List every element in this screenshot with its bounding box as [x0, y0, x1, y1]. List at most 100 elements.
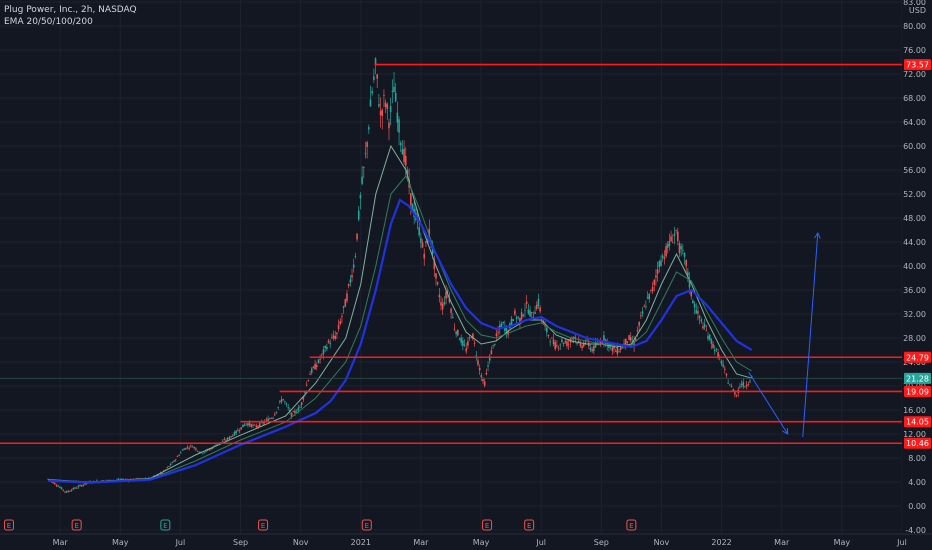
- candle-body: [233, 432, 236, 436]
- y-tick-label: -4.00: [905, 526, 926, 535]
- candle-body: [524, 309, 526, 311]
- candle-body: [485, 372, 488, 375]
- price-axis-background: [902, 0, 932, 550]
- candle-body: [186, 447, 189, 448]
- candle-body: [292, 411, 295, 413]
- candle-body: [438, 294, 441, 298]
- candle-body: [640, 315, 642, 317]
- candle-body: [404, 155, 407, 166]
- x-tick-label: Mar: [53, 538, 69, 547]
- x-tick-label: May: [834, 538, 851, 547]
- earnings-marker: [71, 519, 82, 531]
- time-axis[interactable]: Mar May Jul Sep Nov 2021 Mar May Jul Sep Nov 2022 Ma…: [0, 533, 932, 547]
- candle-body: [619, 347, 622, 350]
- candle-body: [425, 241, 427, 243]
- candle-body: [221, 440, 224, 442]
- arrow-head-down: [782, 427, 789, 435]
- candle-body: [635, 339, 637, 341]
- candle-body: [685, 260, 687, 267]
- candle-body: [77, 486, 80, 488]
- candle-body: [559, 344, 562, 346]
- candle-body: [646, 297, 649, 299]
- candle-body: [440, 302, 442, 306]
- candle-body: [423, 253, 426, 259]
- y-tick-label: 8.00: [908, 454, 926, 463]
- x-tick-label: Nov: [293, 538, 309, 547]
- candle-body: [304, 392, 306, 394]
- candle-body: [121, 479, 123, 481]
- candle-body: [710, 339, 713, 344]
- candle-body: [196, 450, 199, 452]
- candle-body: [85, 483, 88, 485]
- candle-body: [460, 337, 462, 343]
- candle-body: [700, 319, 703, 322]
- earnings-marker: [626, 519, 637, 531]
- candle-body: [310, 368, 313, 373]
- candle-body: [178, 454, 180, 456]
- candle-body: [603, 335, 605, 342]
- candle-body: [255, 425, 258, 428]
- candle-body: [366, 142, 368, 148]
- candle-body: [69, 491, 71, 492]
- candle-body: [273, 414, 276, 416]
- candle-body: [594, 343, 597, 348]
- candle-body: [349, 279, 352, 283]
- candle-body: [599, 341, 602, 345]
- candle-body: [517, 316, 520, 318]
- earnings-marker: [361, 519, 372, 531]
- candle-body: [497, 331, 499, 333]
- candle-body: [655, 275, 657, 278]
- candle-body: [556, 345, 558, 347]
- candle-body: [720, 360, 723, 364]
- candle-body: [352, 264, 355, 268]
- candle-body: [431, 247, 434, 254]
- candle-body: [729, 384, 731, 386]
- candle-body: [82, 484, 85, 486]
- candle-body: [374, 58, 377, 65]
- candle-body: [420, 237, 422, 243]
- symbol-title[interactable]: Plug Power, Inc., 2h, NASDAQ: [4, 5, 137, 15]
- candle-body: [171, 462, 174, 464]
- candle-body: [243, 424, 246, 426]
- level-price-tag: [904, 437, 931, 449]
- candle-body: [79, 485, 81, 486]
- candle-body: [487, 365, 489, 367]
- candle-body: [47, 478, 49, 480]
- candle-body: [451, 316, 454, 318]
- candle-body: [287, 407, 290, 409]
- candle-body: [373, 76, 375, 80]
- candle-body: [576, 343, 578, 344]
- price-axis[interactable]: 83.00 80.00 76.00 72.00 68.00 64.00 60.00 56.00…: [902, 0, 932, 550]
- candle-body: [468, 337, 471, 339]
- candle-body: [534, 312, 536, 314]
- candle-body: [567, 343, 570, 345]
- candle-body: [613, 347, 615, 349]
- candle-body: [483, 381, 486, 386]
- projection-arrow[interactable]: [748, 231, 821, 438]
- candle-body: [183, 448, 185, 451]
- candle-body: [386, 104, 389, 110]
- candle-body: [60, 487, 63, 490]
- candle-body: [441, 303, 444, 310]
- candle-body: [190, 445, 192, 447]
- candle-body: [747, 383, 750, 385]
- level-price-label: 19.09: [906, 387, 929, 396]
- candle-body: [502, 321, 504, 323]
- candle-body: [525, 301, 528, 304]
- x-tick-label: May: [473, 538, 490, 547]
- candle-body: [453, 328, 456, 330]
- candle-body: [645, 306, 647, 308]
- candle-body: [213, 445, 216, 447]
- candle-body: [465, 348, 468, 352]
- indicator-label[interactable]: EMA 20/50/100/200: [4, 17, 93, 27]
- y-tick-label: 0.00: [908, 502, 926, 511]
- candle-body: [195, 448, 197, 450]
- horizontal-levels[interactable]: [0, 63, 902, 445]
- candle-body: [532, 316, 535, 318]
- earnings-marker-label: E: [74, 522, 78, 530]
- candle-body: [401, 149, 404, 155]
- candle-body: [702, 326, 704, 329]
